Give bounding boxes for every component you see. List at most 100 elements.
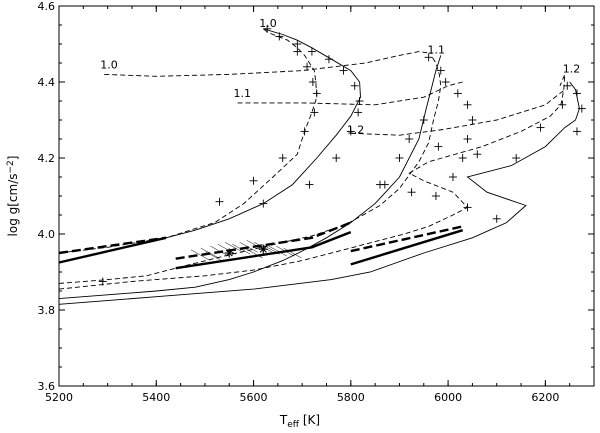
bold-segment-3 <box>350 229 464 266</box>
bold-segment-2 <box>175 230 352 270</box>
plus-marker <box>436 66 445 75</box>
plus-marker <box>405 135 414 143</box>
plus-marker <box>312 89 321 98</box>
plus-marker <box>431 192 440 200</box>
plus-marker <box>407 188 416 197</box>
cross-marker <box>244 247 263 259</box>
plus-marker <box>354 108 363 117</box>
series-line-7 <box>104 51 432 77</box>
plus-marker <box>376 180 384 189</box>
plus-marker <box>259 199 268 208</box>
plus-marker <box>419 116 428 124</box>
plus-marker <box>468 116 477 124</box>
series-line-9 <box>350 89 566 136</box>
curve-label: 1.0 <box>100 59 118 72</box>
axis-ticks: 5200 5400 5600 5800 6000 6200 3.6 3.8 4.0 4.2 4.4 4… <box>38 0 595 404</box>
cross-marker <box>200 247 219 259</box>
plus-marker <box>492 214 501 223</box>
y-tick-label: 4.4 <box>38 76 56 89</box>
plus-marker <box>215 197 224 206</box>
plus-marker <box>424 53 433 62</box>
y-tick-label: 3.6 <box>38 380 56 393</box>
chart-lines <box>58 28 580 305</box>
plus-marker <box>572 89 581 98</box>
plus-marker <box>350 81 359 90</box>
curve-label: 1.2 <box>563 63 581 76</box>
series-line-6 <box>58 74 566 290</box>
series-line-3 <box>58 28 361 263</box>
plot-frame <box>58 5 595 387</box>
cross-marker <box>210 245 229 257</box>
plus-marker <box>346 127 355 136</box>
plus-marker <box>558 100 567 109</box>
cross-marker <box>205 251 224 263</box>
plus-marker <box>307 47 316 56</box>
curve-label: 1.1 <box>428 44 446 57</box>
plus-marker <box>448 173 457 181</box>
plus-marker <box>98 277 107 286</box>
series-line-1 <box>58 55 442 300</box>
plus-marker <box>473 150 482 159</box>
cross-marker <box>268 245 287 257</box>
plus-marker <box>441 78 450 86</box>
plus-marker <box>453 89 462 98</box>
plus-marker <box>300 127 309 136</box>
plus-marker <box>463 203 472 212</box>
plus-marker <box>293 47 302 56</box>
cross-marker <box>276 245 295 257</box>
y-tick-label: 4.2 <box>38 152 56 165</box>
curve-label: 1.0 <box>259 17 277 30</box>
x-tick-label: 6000 <box>434 391 462 404</box>
plus-marker <box>308 78 317 86</box>
x-axis-label: Teff [K] <box>279 413 320 430</box>
plus-marker <box>536 123 545 132</box>
plus-marker <box>324 55 333 64</box>
series-line-8 <box>237 81 463 106</box>
curve-label: 1.1 <box>233 87 251 100</box>
y-tick-label: 4.0 <box>38 228 56 241</box>
x-tick-label: 5600 <box>240 391 268 404</box>
plus-marker <box>249 176 258 185</box>
cross-marker <box>261 243 280 255</box>
cross-marker <box>239 242 258 253</box>
plus-marker <box>395 154 404 162</box>
plus-marker <box>278 154 287 162</box>
plus-marker <box>355 97 364 105</box>
curve-label: 1.2 <box>347 123 365 136</box>
y-tick-label: 3.8 <box>38 304 56 317</box>
x-tick-label: 5400 <box>142 391 170 404</box>
bold-segment-4 <box>58 236 167 255</box>
series-line-4 <box>58 28 318 254</box>
plus-marker <box>310 108 319 117</box>
cross-marker <box>190 249 210 261</box>
chart-annotations: 1.0 1.0 1.1 1.1 1.2 1.2 <box>100 17 580 136</box>
plus-marker <box>463 135 472 143</box>
y-axis-label: log g[cm/s−2] <box>6 156 20 237</box>
chart-markers <box>98 24 586 286</box>
plus-marker <box>275 32 284 41</box>
plus-marker <box>563 81 572 90</box>
plus-marker <box>263 24 272 33</box>
plus-marker <box>305 180 314 189</box>
plus-marker <box>458 154 467 162</box>
plus-marker <box>463 100 472 109</box>
x-tick-label: 6200 <box>531 391 559 404</box>
plus-marker <box>572 127 581 136</box>
series-line-2 <box>58 81 580 305</box>
cross-marker <box>232 243 251 255</box>
bold-segment-6 <box>350 225 463 253</box>
star-marker <box>258 244 268 254</box>
plus-marker <box>512 154 521 162</box>
x-tick-label: 5800 <box>337 391 365 404</box>
series-line-5 <box>58 55 442 284</box>
plus-marker <box>339 66 348 75</box>
plus-marker <box>434 142 443 151</box>
cross-marker <box>224 242 244 253</box>
x-tick-label: 5200 <box>45 391 73 404</box>
y-tick-label: 4.6 <box>38 0 56 13</box>
plus-marker <box>303 62 312 71</box>
star-marker <box>224 248 234 258</box>
plus-marker <box>293 40 302 48</box>
plus-marker <box>332 154 341 162</box>
